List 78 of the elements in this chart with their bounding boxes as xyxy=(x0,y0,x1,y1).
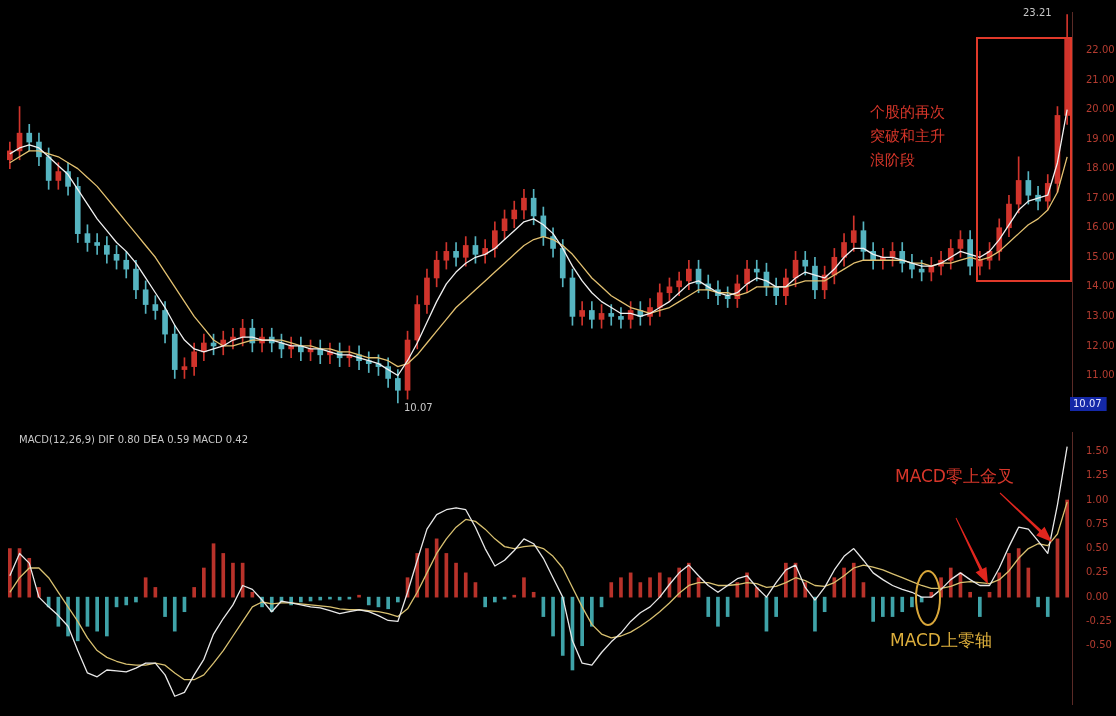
bar xyxy=(784,562,788,598)
bar xyxy=(396,596,400,603)
bar xyxy=(813,596,817,632)
annotation: MACD零上金叉 xyxy=(895,466,1014,487)
y-tick-label: 0.75 xyxy=(1086,517,1109,529)
bar xyxy=(172,596,177,632)
bar xyxy=(900,596,905,613)
bar xyxy=(318,596,323,601)
bar xyxy=(483,596,487,608)
bar xyxy=(910,596,914,608)
bar xyxy=(716,596,720,627)
bar xyxy=(124,596,129,606)
y-tick-label: 19.00 xyxy=(1086,132,1115,144)
bar xyxy=(774,596,778,617)
y-tick-label: 0.50 xyxy=(1086,542,1109,554)
bar xyxy=(1007,553,1011,598)
y-tick-label: 1.25 xyxy=(1086,469,1109,481)
bar xyxy=(202,567,206,598)
y-tick-label: 17.00 xyxy=(1086,191,1115,203)
bar xyxy=(134,596,138,603)
bar xyxy=(1065,499,1069,598)
annotation: 23.21 xyxy=(1023,6,1052,18)
bar xyxy=(366,596,371,606)
bar xyxy=(551,596,555,637)
bar xyxy=(493,596,497,603)
bar xyxy=(463,572,468,598)
annotation: 个股的再次突破和主升浪阶段 xyxy=(870,102,945,169)
y-tick-label: 15.00 xyxy=(1086,250,1115,262)
bar xyxy=(619,577,623,598)
y-tick-label: 1.50 xyxy=(1086,445,1109,457)
bar xyxy=(386,596,390,610)
bar xyxy=(657,572,662,598)
y-tick-label: 13.00 xyxy=(1086,309,1115,321)
y-tick-label: 11.00 xyxy=(1086,369,1115,381)
bar xyxy=(871,596,875,622)
text: 10.07 xyxy=(1073,397,1102,409)
y-tick-label: 16.00 xyxy=(1086,221,1115,233)
bar xyxy=(95,596,99,632)
y-tick-label: -0.25 xyxy=(1086,615,1112,627)
bar xyxy=(687,562,691,598)
bar xyxy=(706,596,711,617)
chart-title: MACD(12,26,9) DIF 0.80 DEA 0.59 MACD 0.42 xyxy=(19,433,249,445)
bar xyxy=(842,567,846,598)
bar xyxy=(881,596,885,617)
y-tick-label: 14.00 xyxy=(1086,280,1115,292)
bar xyxy=(1036,596,1040,608)
bar xyxy=(851,562,856,598)
y-tick-label: 21.00 xyxy=(1086,73,1115,85)
bar xyxy=(1045,596,1050,617)
bar xyxy=(163,596,167,617)
bar xyxy=(75,596,80,642)
bar xyxy=(231,562,235,598)
bar xyxy=(609,582,614,598)
bar xyxy=(299,596,303,603)
bar xyxy=(192,587,196,598)
bar xyxy=(425,548,429,598)
y-tick-label: 18.00 xyxy=(1086,162,1115,174)
y-tick-label: 12.00 xyxy=(1086,339,1115,351)
y-tick-label: 1.00 xyxy=(1086,493,1109,505)
bar xyxy=(221,553,226,598)
y-tick-label: 20.00 xyxy=(1086,103,1115,115)
y-tick-label: 0.25 xyxy=(1086,566,1109,578)
bar xyxy=(968,591,972,598)
bar xyxy=(522,577,526,598)
bar xyxy=(978,596,982,617)
annotation: 10.07 xyxy=(404,401,433,413)
y-tick-label: 0.00 xyxy=(1086,590,1109,602)
y-tick-label: 22.00 xyxy=(1086,44,1115,56)
bar xyxy=(580,596,584,647)
bar xyxy=(454,562,458,598)
y-tick-label: -0.50 xyxy=(1086,639,1112,651)
bar xyxy=(997,572,1002,598)
bar xyxy=(590,596,594,627)
bar xyxy=(8,548,12,598)
bar xyxy=(560,596,565,656)
bar xyxy=(648,577,652,598)
bar xyxy=(105,596,109,637)
annotation: MACD上零轴 xyxy=(890,630,992,651)
